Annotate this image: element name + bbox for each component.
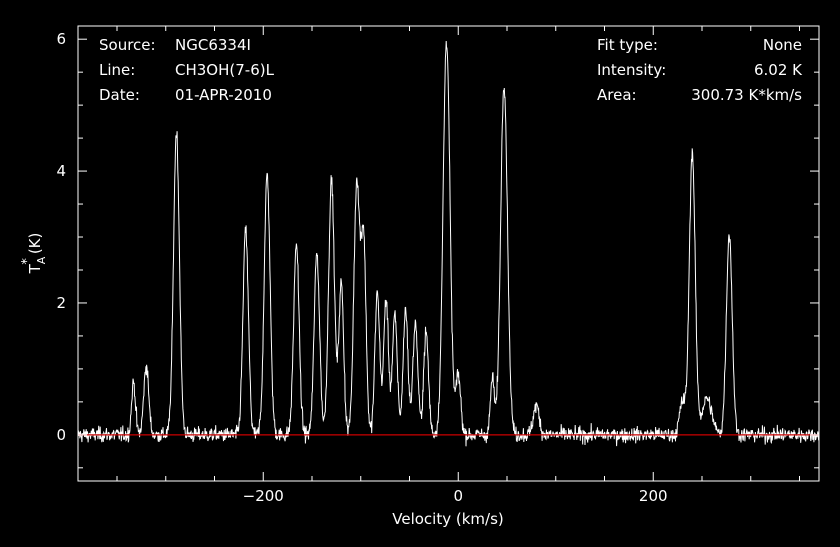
- info-left-label: Date:: [99, 86, 140, 104]
- ticks-layer: −200 0 200 0 2 4 6: [56, 26, 819, 505]
- y-tick-label: 6: [56, 30, 66, 48]
- info-right-label: Area:: [597, 86, 637, 104]
- info-right-value: 6.02 K: [754, 61, 803, 79]
- spectrum-line: [77, 40, 820, 447]
- x-tick-label: −200: [243, 487, 284, 505]
- info-right-label: Fit type:: [597, 36, 658, 54]
- info-right-label: Intensity:: [597, 61, 666, 79]
- info-left-value: NGC6334I: [175, 36, 251, 54]
- info-left-label: Source:: [99, 36, 156, 54]
- y-axis-label-main: T: [26, 263, 44, 274]
- y-tick-label: 4: [56, 162, 66, 180]
- x-axis-label: Velocity (km/s): [392, 510, 503, 528]
- info-right-value: None: [763, 36, 802, 54]
- info-panel: Source: NGC6334I Line: CH3OH(7-6)L Date: 01-A…: [99, 36, 803, 104]
- y-axis-label-unit: (K): [26, 233, 44, 255]
- svg-text:TA*(K): TA* (K): [20, 233, 48, 275]
- y-axis-label-sup: *: [20, 258, 35, 265]
- info-left-value: CH3OH(7-6)L: [175, 61, 275, 79]
- y-tick-label: 2: [56, 294, 66, 312]
- x-tick-label: 200: [639, 487, 668, 505]
- info-left-label: Line:: [99, 61, 135, 79]
- plot-frame: [77, 25, 820, 482]
- x-tick-label: 0: [453, 487, 463, 505]
- info-left-value: 01-APR-2010: [175, 86, 272, 104]
- y-tick-label: 0: [56, 426, 66, 444]
- y-axis-label: TA* (K): [20, 233, 48, 275]
- spectrum-layer: [77, 40, 820, 447]
- y-axis-label-sub: A: [35, 256, 48, 264]
- info-right-value: 300.73 K*km/s: [691, 86, 802, 104]
